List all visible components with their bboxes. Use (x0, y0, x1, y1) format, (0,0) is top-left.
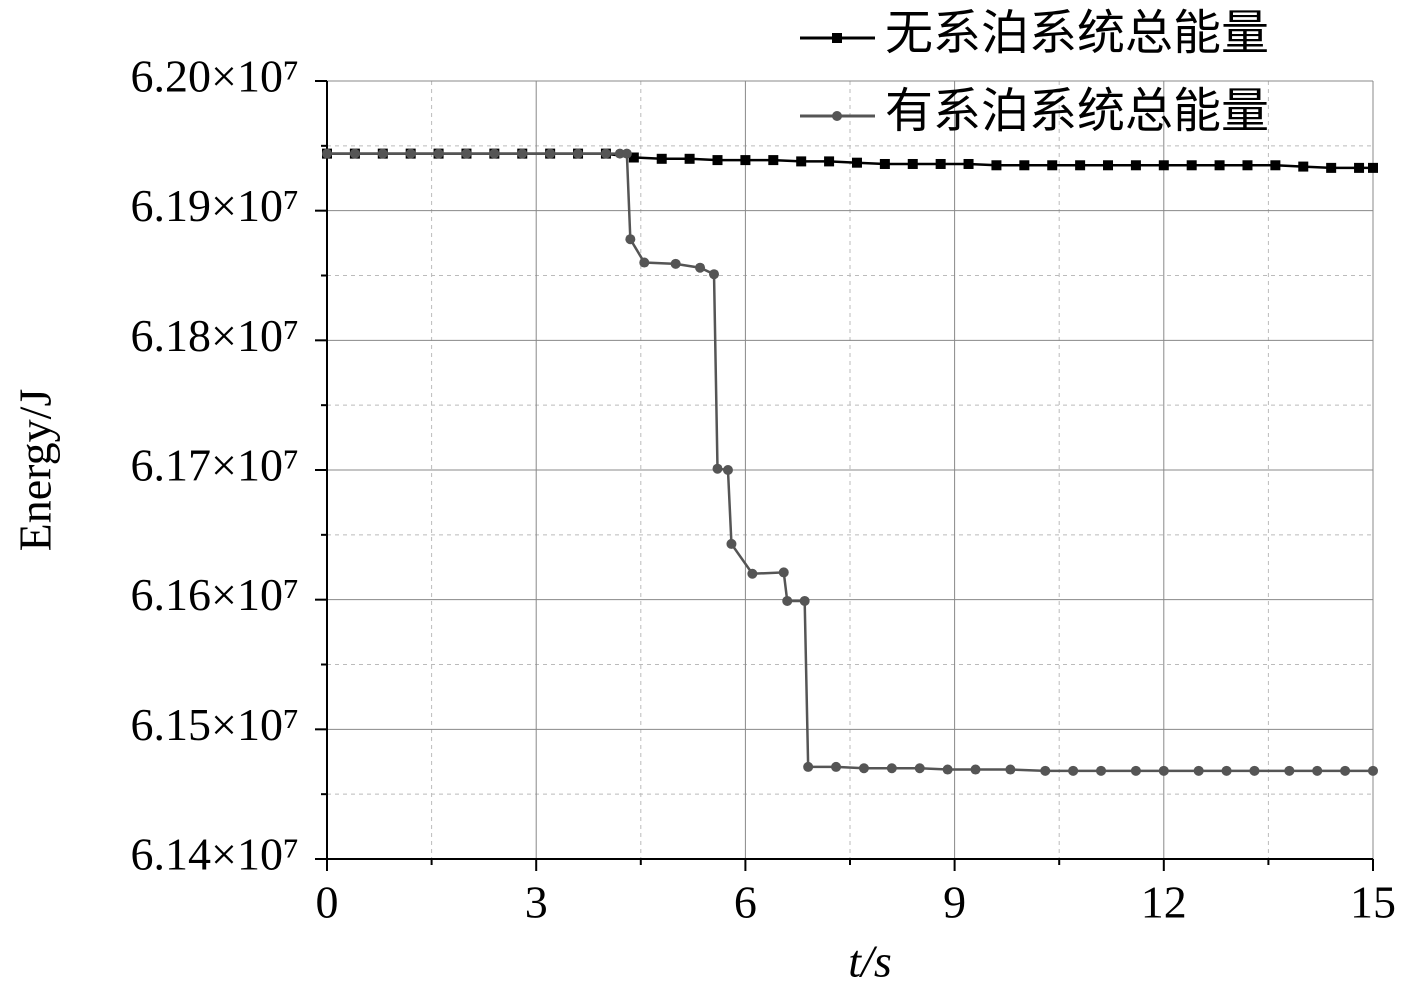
legend-label: 无系泊系统总能量 (885, 7, 1269, 60)
x-axis-label: t/s (848, 936, 891, 987)
y-tick-label: 6.14×10⁷ (131, 829, 299, 880)
data-point (600, 148, 611, 159)
data-point (1354, 162, 1365, 173)
data-point (670, 258, 681, 269)
data-point (963, 158, 974, 169)
data-point (1368, 765, 1378, 776)
y-tick-label: 6.17×10⁷ (131, 440, 299, 491)
y-tick-label: 6.19×10⁷ (131, 180, 299, 231)
x-tick-label: 12 (1141, 877, 1187, 928)
y-axis-label: Energy/J (10, 389, 61, 552)
data-point (1068, 765, 1079, 776)
data-point (1040, 765, 1051, 776)
data-point (573, 148, 584, 159)
data-point (768, 155, 779, 166)
data-point (709, 269, 720, 280)
data-point (991, 160, 1002, 171)
data-point (1158, 765, 1169, 776)
data-point (914, 763, 925, 774)
data-point (942, 764, 953, 775)
x-tick-label: 15 (1350, 877, 1396, 928)
data-point (1270, 160, 1281, 171)
data-point (879, 158, 890, 169)
data-point (799, 595, 810, 606)
data-point (1158, 160, 1169, 171)
data-point (1284, 765, 1295, 776)
data-point (1368, 162, 1378, 173)
data-point (1047, 160, 1058, 171)
data-point (803, 761, 814, 772)
data-point (614, 148, 625, 159)
data-point (726, 538, 737, 549)
data-point (1019, 160, 1030, 171)
data-point (722, 465, 733, 475)
legend-marker (832, 111, 842, 121)
data-point (1214, 160, 1225, 171)
data-point (625, 234, 636, 245)
data-point (831, 761, 842, 772)
data-point (1075, 160, 1086, 171)
x-tick-label: 3 (525, 877, 548, 928)
data-point (377, 148, 388, 159)
x-tick-label: 9 (943, 877, 966, 928)
data-point (1340, 765, 1351, 776)
data-point (747, 568, 758, 579)
data-point (1193, 765, 1204, 776)
data-point (712, 463, 723, 474)
data-point (1298, 161, 1309, 172)
data-point (695, 262, 706, 273)
data-point (1326, 162, 1337, 173)
data-point (1312, 765, 1323, 776)
data-point (1242, 160, 1253, 171)
y-tick-label: 6.16×10⁷ (131, 569, 299, 620)
legend-marker (832, 33, 842, 43)
data-point (712, 155, 723, 166)
data-point (907, 158, 918, 169)
data-point (621, 148, 632, 159)
data-point (433, 148, 444, 159)
data-point (545, 148, 556, 159)
data-point (461, 148, 472, 159)
legend-label: 有系泊系统总能量 (885, 85, 1269, 138)
data-point (349, 148, 360, 159)
data-point (886, 763, 897, 774)
y-tick-label: 6.18×10⁷ (131, 310, 299, 361)
data-point (1130, 160, 1141, 171)
data-point (740, 155, 751, 166)
data-point (639, 257, 650, 268)
y-tick-label: 6.20×10⁷ (131, 51, 299, 102)
data-point (1096, 765, 1107, 776)
x-tick-label: 6 (734, 877, 757, 928)
data-point (824, 156, 835, 167)
x-tick-label: 0 (316, 877, 339, 928)
data-point (405, 148, 416, 159)
data-point (322, 148, 332, 159)
data-point (1103, 160, 1114, 171)
data-point (489, 148, 500, 159)
data-point (628, 152, 639, 163)
data-point (517, 148, 528, 159)
data-point (778, 567, 789, 578)
data-point (858, 763, 869, 774)
data-point (1186, 160, 1197, 171)
data-point (1005, 764, 1016, 775)
data-point (1130, 765, 1141, 776)
data-point (1249, 765, 1260, 776)
data-point (796, 156, 807, 167)
data-point (782, 595, 793, 606)
y-tick-label: 6.15×10⁷ (131, 699, 299, 750)
data-point (656, 153, 667, 164)
data-point (1221, 765, 1232, 776)
data-point (684, 153, 695, 164)
data-point (970, 764, 981, 775)
series-line (327, 152, 1373, 773)
data-point (851, 157, 862, 168)
data-point (935, 158, 946, 169)
